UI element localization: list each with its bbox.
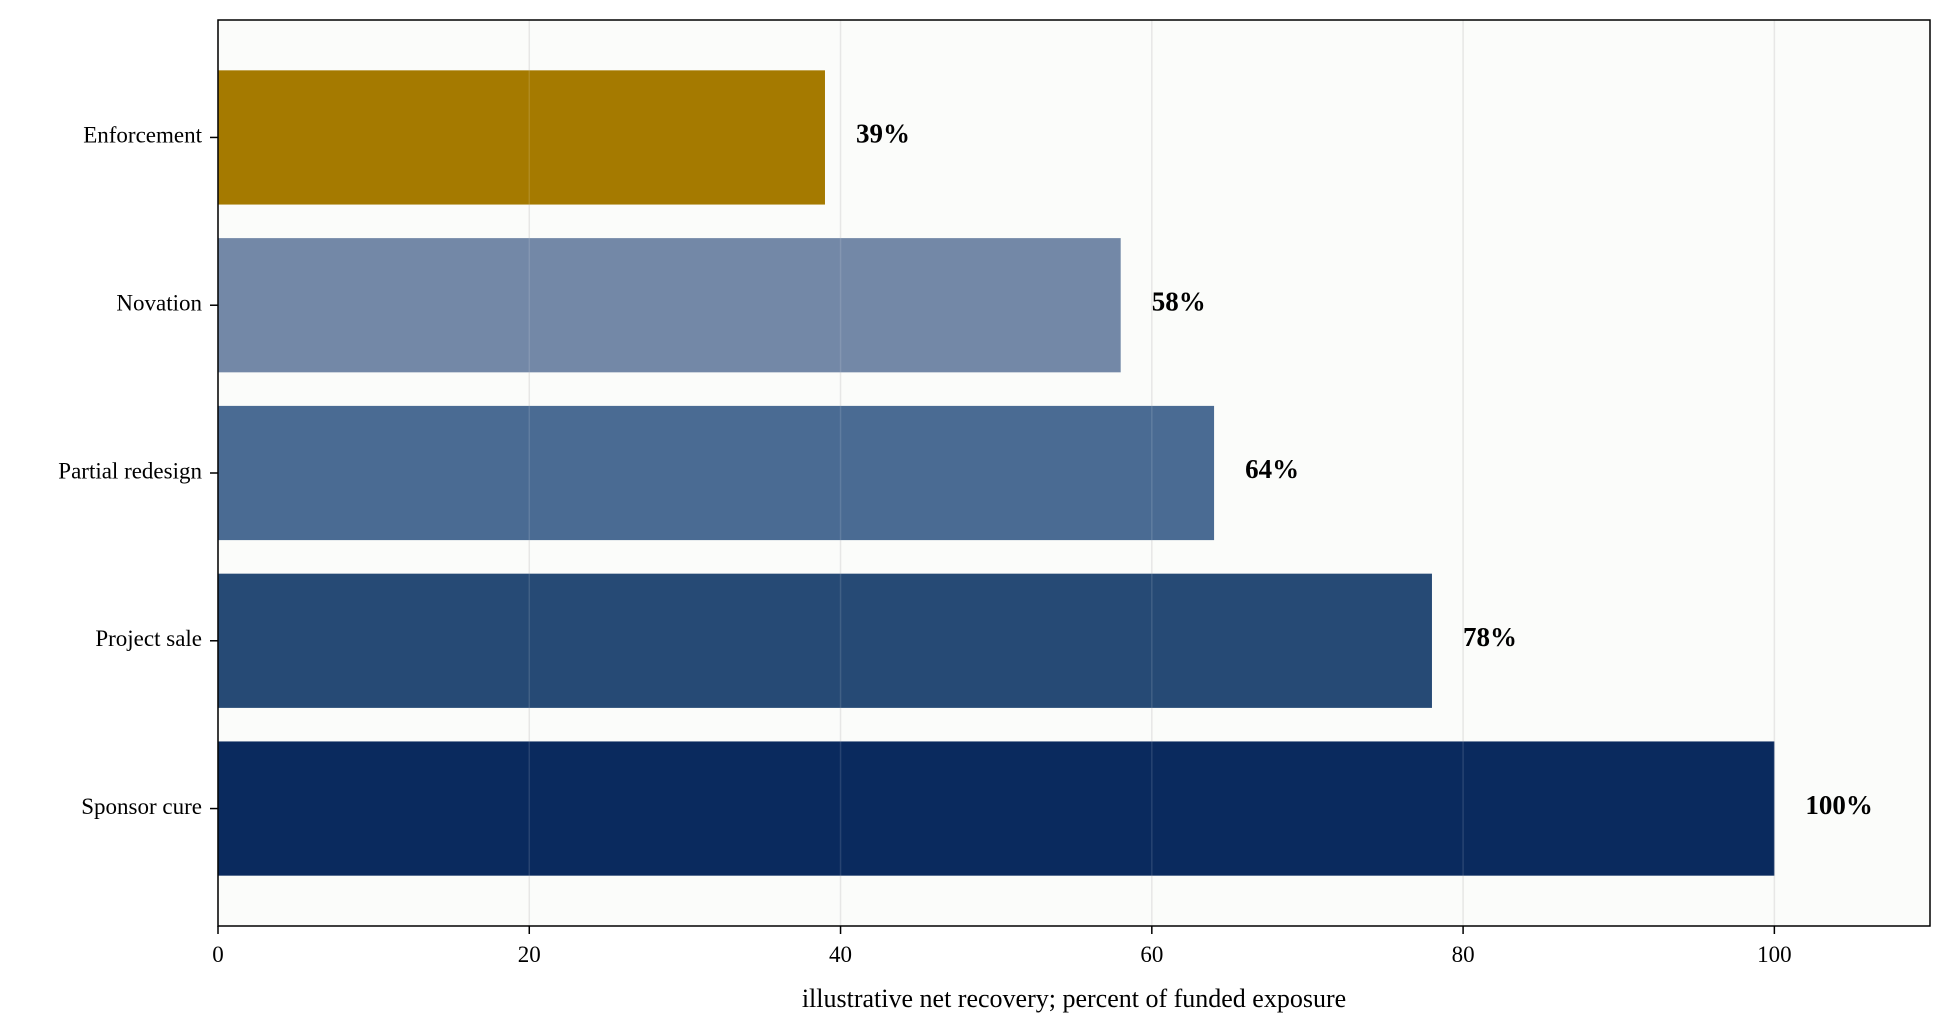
- y-tick-label: Enforcement: [83, 123, 202, 148]
- x-tick-label: 80: [1452, 942, 1475, 967]
- x-axis-label: illustrative net recovery; percent of fu…: [802, 984, 1346, 1013]
- bar: [218, 573, 1432, 708]
- bars: 39% 58% 64% 78% 100%: [217, 20, 1873, 926]
- bar-value-label: 39%: [856, 119, 910, 149]
- bar-value-label: 78%: [1463, 622, 1517, 652]
- bar-value-label: 100%: [1805, 790, 1873, 820]
- x-axis-ticks: 0 20 40 60 80 100: [212, 926, 1792, 967]
- x-tick-label: 0: [212, 942, 224, 967]
- bar: [218, 70, 825, 205]
- x-tick-label: 100: [1757, 942, 1792, 967]
- bar-value-label: 64%: [1245, 454, 1299, 484]
- bar-value-label: 58%: [1152, 286, 1206, 316]
- bar: [218, 238, 1121, 373]
- y-tick-label: Partial redesign: [58, 458, 202, 483]
- x-tick-label: 40: [829, 942, 852, 967]
- x-tick-label: 20: [518, 942, 541, 967]
- y-tick-label: Sponsor cure: [81, 794, 202, 819]
- bar: [218, 405, 1215, 541]
- y-axis-ticks: Enforcement Novation Partial redesign Proje…: [58, 123, 218, 819]
- y-tick-label: Novation: [116, 291, 202, 316]
- y-tick-label: Project sale: [95, 626, 202, 651]
- bar: [218, 741, 1775, 876]
- x-tick-label: 60: [1140, 942, 1163, 967]
